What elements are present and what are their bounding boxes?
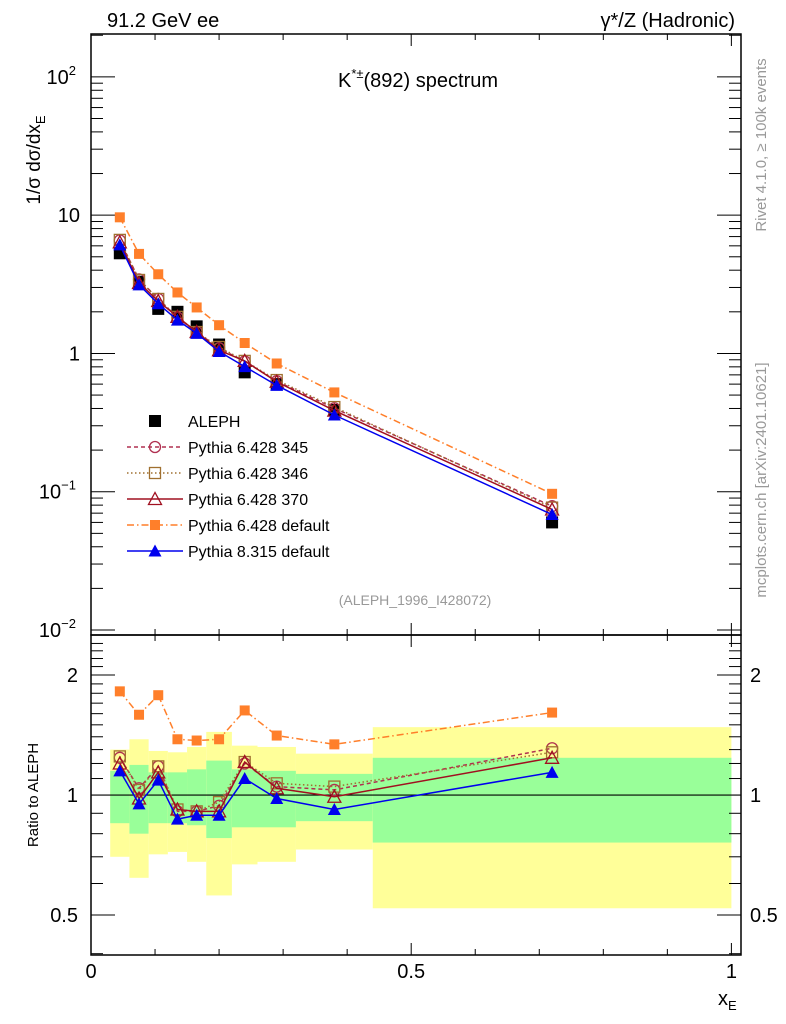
pythia-6-428-370-ratio-point: [237, 754, 253, 769]
mcplots-label: mcplots.cern.ch [arXiv:2401.10621]: [753, 362, 770, 597]
pythia-8-315-default-ratio-point: [327, 802, 341, 815]
inner-band-bin: [206, 760, 232, 839]
pythia-6-428-346-ratio-point: [113, 750, 126, 763]
legend-marker-aleph: [149, 415, 161, 427]
rivet-label: Rivet 4.1.0, ≥ 100k events: [753, 58, 770, 231]
pythia-8-315-default-ratio-point: [151, 773, 165, 786]
pythia-8-315-default-ratio-point: [212, 808, 226, 821]
pythia-6-428-370-main-line: [119, 242, 553, 511]
pythia-6-428-default-ratio-point: [153, 690, 164, 701]
process-label: γ*/Z (Hadronic): [601, 10, 735, 32]
pythia-8-315-default-main-point: [238, 360, 252, 373]
pythia-6-428-default-main-point: [134, 248, 145, 259]
pythia-8-315-default-main-point: [170, 313, 184, 326]
pythia-6-428-default-ratio-point: [114, 686, 125, 697]
y-axis-label: 1/σ dσ/dxE: [24, 115, 48, 205]
chart-marks: [112, 212, 560, 825]
pythia-8-315-default-ratio-point: [113, 764, 127, 777]
x-tick-label: 0: [85, 961, 96, 983]
pythia-8-315-default-ratio-point: [238, 772, 252, 785]
pythia-6-428-345-ratio-line: [119, 747, 553, 813]
y-tick-label: 102: [47, 63, 76, 89]
pythia-8-315-default-main-point: [151, 297, 165, 310]
ratio-y-axis-label: Ratio to ALEPH: [25, 743, 42, 847]
legend-marker-pythia-6-428-370: [147, 491, 163, 506]
legend-label-pythia-6-428-345: Pythia 6.428 345: [188, 440, 308, 457]
legend-marker-pythia-6-428-346: [148, 466, 162, 480]
pythia-8-315-default-main-point: [545, 508, 559, 521]
pythia-8-315-default-main-point: [270, 378, 284, 391]
legend-label-pythia-6-428-default: Pythia 6.428 default: [188, 518, 330, 535]
pythia-6-428-346-ratio-point: [328, 780, 341, 793]
y-tick-label: 10−1: [39, 478, 76, 504]
pythia-6-428-default-main-point: [153, 269, 164, 280]
y-tick-label: 10: [58, 205, 80, 227]
ratio-tick-label: 1: [67, 785, 78, 807]
pythia-6-428-default-main-point: [329, 387, 340, 398]
pythia-6-428-370-ratio-point: [326, 788, 342, 803]
pythia-6-428-default-main-point: [271, 358, 282, 369]
ratio-tick-label: 0.5: [750, 905, 778, 927]
ratio-bands: [110, 727, 732, 909]
x-tick-label: 1: [726, 961, 737, 983]
pythia-6-428-default-ratio-point: [134, 709, 145, 720]
pythia-6-428-default-main-point: [191, 302, 202, 313]
pythia-6-428-345-main-line: [119, 240, 553, 507]
pythia-6-428-346-main-line: [119, 239, 553, 509]
legend-marker-pythia-6-428-345: [148, 440, 162, 454]
pythia-6-428-default-main-point: [547, 488, 558, 499]
ratio-tick-label: 0.5: [50, 905, 78, 927]
pythia-6-428-370-ratio-point: [544, 749, 560, 764]
pythia-8-315-default-ratio-point: [170, 812, 184, 825]
pythia-8-315-default-main-point: [212, 345, 226, 358]
x-tick-label: 0.5: [397, 961, 425, 983]
pythia-6-428-default-main-point: [239, 338, 250, 349]
legend-label-pythia-6-428-346: Pythia 6.428 346: [188, 466, 308, 483]
inner-band-bin: [110, 770, 130, 824]
pythia-6-428-default-ratio-point: [239, 705, 250, 716]
ratio-tick-label: 1: [750, 785, 761, 807]
x-axis-label: xE: [718, 988, 737, 1013]
pythia-6-428-default-ratio-point: [191, 735, 202, 746]
pythia-6-428-default-ratio-point: [271, 730, 282, 741]
y-tick-label: 1: [69, 343, 80, 365]
pythia-6-428-default-ratio-line: [119, 690, 553, 746]
pythia-8-315-default-main-point: [132, 278, 146, 291]
pythia-6-428-default-main-point: [172, 287, 183, 298]
pythia-6-428-default-ratio-point: [329, 739, 340, 750]
pythia-6-428-default-ratio-point: [172, 734, 183, 745]
pythia-8-315-default-ratio-point: [545, 765, 559, 778]
pythia-8-315-default-ratio-point: [132, 797, 146, 810]
pythia-6-428-default-main-point: [114, 212, 125, 223]
legend-label-pythia-6-428-370: Pythia 6.428 370: [188, 492, 308, 509]
energy-label: 91.2 GeV ee: [107, 10, 219, 32]
pythia-8-315-default-main-line: [119, 244, 553, 516]
analysis-label: (ALEPH_1996_I428072): [339, 592, 492, 608]
pythia-8-315-default-main-point: [327, 408, 341, 421]
pythia-8-315-default-ratio-point: [190, 808, 204, 821]
pythia-6-428-default-ratio-point: [214, 734, 225, 745]
ratio-tick-label: 2: [67, 665, 78, 687]
axes: 0 0.5 1 102 10 1 10−1 10−2 2 2 1 1 0.5 0.5: [39, 33, 778, 983]
legend-marker-pythia-6-428-default: [150, 520, 160, 530]
ratio-tick-label: 2: [750, 665, 761, 687]
pythia-6-428-default-main-point: [214, 320, 225, 331]
y-tick-label: 10−2: [39, 616, 76, 642]
chart-title: K*±(892) spectrum: [338, 66, 498, 92]
legend-label-aleph: ALEPH: [188, 414, 240, 431]
legend-label-pythia-8-315-default: Pythia 8.315 default: [188, 544, 330, 561]
pythia-6-428-default-ratio-point: [547, 707, 558, 718]
pythia-6-428-default-main-line: [119, 216, 553, 495]
legend-marker-pythia-8-315-default: [148, 544, 162, 557]
pythia-8-315-default-ratio-point: [270, 792, 284, 805]
pythia-6-428-370-ratio-line: [119, 757, 553, 813]
legend: ALEPH Pythia 6.428 345 Pythia 6.428 346 Pyt…: [127, 414, 330, 561]
pythia-8-315-default-main-point: [113, 238, 127, 251]
pythia-8-315-default-main-point: [190, 326, 204, 339]
pythia-8-315-default-ratio-line: [119, 770, 553, 821]
